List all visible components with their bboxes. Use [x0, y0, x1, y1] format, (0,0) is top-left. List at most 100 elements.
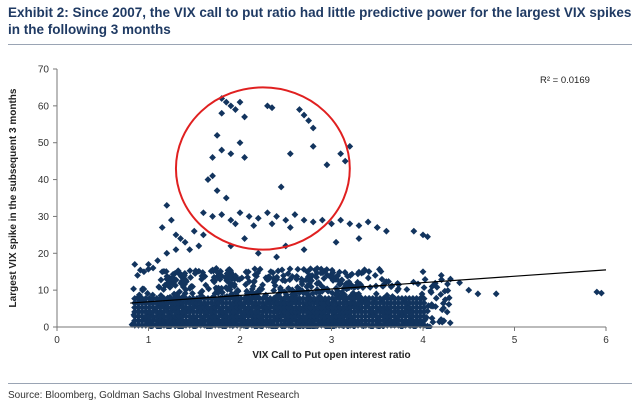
data-point: [336, 303, 344, 312]
data-point: [387, 312, 395, 320]
data-point: [241, 235, 248, 242]
data-point: [232, 272, 240, 280]
data-point: [338, 276, 346, 284]
data-point: [354, 312, 362, 320]
data-point: [266, 312, 274, 320]
data-point: [308, 277, 315, 285]
data-point: [155, 283, 163, 291]
data-point: [208, 321, 216, 329]
data-point: [270, 317, 278, 325]
data-point: [394, 312, 402, 320]
data-point: [295, 303, 304, 312]
data-point: [350, 299, 358, 307]
data-point: [380, 308, 388, 316]
data-point: [223, 277, 231, 285]
data-point: [395, 285, 402, 293]
data-point: [211, 321, 219, 329]
data-point: [251, 317, 260, 325]
data-point: [321, 295, 329, 303]
data-point: [339, 312, 347, 320]
data-point: [402, 312, 410, 320]
data-point: [262, 303, 271, 312]
data-point: [314, 299, 322, 307]
data-point: [273, 321, 282, 329]
data-point: [273, 308, 282, 316]
scatter-chart: 0 1 2 3 4 5 6 0 10 20 30 40 50 60 70 R² = 0.0169 VIX …: [8, 65, 609, 362]
data-point: [167, 308, 175, 316]
data-point: [369, 317, 377, 325]
data-point: [394, 317, 402, 325]
data-point: [412, 303, 421, 312]
data-point: [341, 157, 349, 165]
data-point: [164, 303, 172, 312]
data-point: [255, 312, 263, 320]
data-point: [264, 209, 271, 217]
data-point: [200, 312, 208, 320]
data-point: [131, 312, 139, 320]
data-point: [383, 312, 391, 320]
data-point: [273, 317, 282, 325]
data-point: [156, 312, 164, 320]
data-point: [412, 308, 421, 316]
data-point: [339, 295, 347, 303]
data-point: [303, 308, 311, 316]
data-point: [284, 303, 293, 312]
data-point: [242, 281, 250, 288]
data-point: [233, 317, 241, 325]
data-point: [157, 276, 165, 284]
data-point: [197, 299, 205, 307]
data-point: [347, 295, 355, 303]
data-point: [343, 317, 351, 325]
data-point: [328, 303, 337, 312]
data-point: [248, 308, 256, 316]
data-point: [398, 299, 406, 307]
data-point: [432, 294, 440, 302]
data-point: [323, 266, 331, 273]
data-point: [138, 312, 146, 320]
data-point: [236, 209, 244, 217]
data-point: [265, 273, 272, 281]
data-point: [234, 275, 242, 283]
data-point: [284, 312, 293, 320]
data-point: [391, 308, 399, 316]
data-point: [248, 317, 256, 325]
data-point: [268, 104, 276, 112]
data-point: [332, 303, 340, 312]
data-point: [273, 273, 281, 281]
data-point: [277, 183, 285, 191]
data-point: [140, 268, 148, 276]
data-point: [373, 224, 381, 231]
data-point: [262, 299, 271, 307]
data-point: [160, 303, 168, 312]
data-point: [437, 291, 445, 298]
data-point: [270, 303, 278, 312]
data-point: [348, 283, 356, 291]
data-point: [178, 299, 186, 307]
data-point: [149, 312, 157, 320]
data-point: [200, 231, 207, 239]
data-point: [193, 317, 201, 325]
data-point: [391, 299, 399, 307]
data-point: [325, 317, 333, 325]
data-point: [325, 299, 333, 307]
data-point: [277, 317, 285, 325]
data-point: [383, 303, 391, 312]
data-point: [317, 317, 326, 325]
data-point: [226, 312, 234, 320]
data-point: [149, 264, 157, 272]
data-point: [187, 274, 194, 281]
data-point: [171, 312, 179, 320]
data-point: [303, 295, 311, 303]
data-point: [391, 303, 399, 312]
data-point: [310, 295, 318, 303]
data-point: [204, 312, 212, 320]
data-point: [186, 246, 194, 253]
data-point: [134, 272, 141, 279]
data-point: [243, 290, 251, 298]
data-point: [181, 272, 188, 280]
data-point: [213, 187, 221, 195]
data-point: [182, 286, 190, 294]
data-point: [380, 317, 388, 325]
data-point: [215, 308, 223, 316]
data-point: [300, 216, 308, 224]
